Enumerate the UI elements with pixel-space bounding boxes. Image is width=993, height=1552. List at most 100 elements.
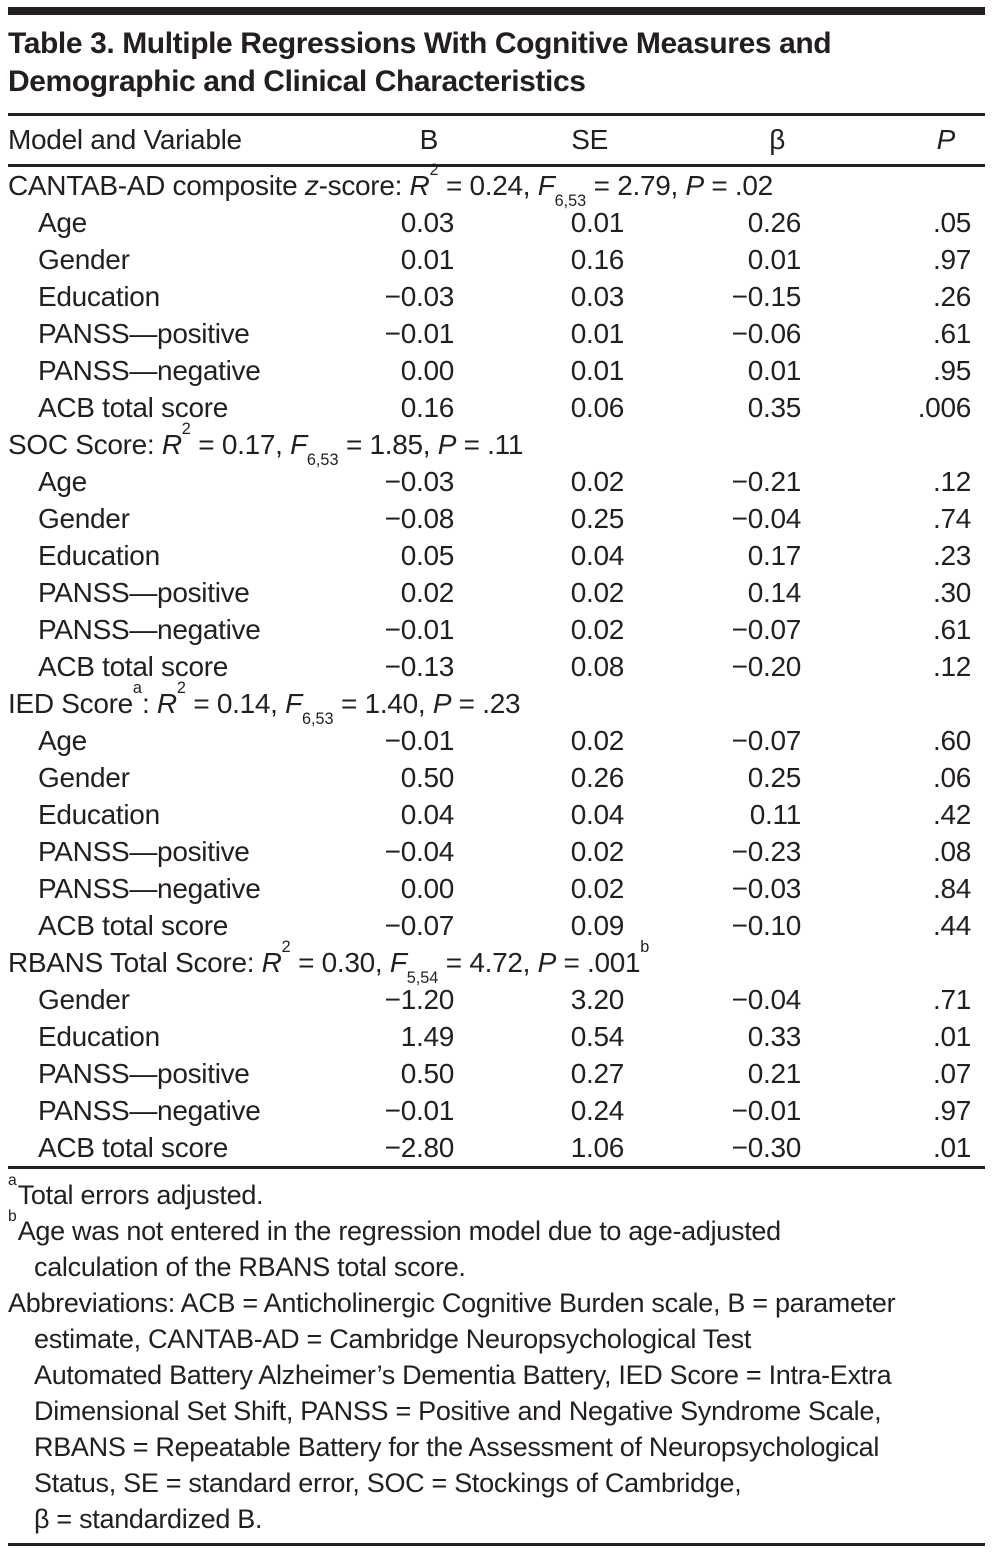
variable-label: Gender	[38, 983, 130, 1015]
footnotes-block: aTotal errors adjusted. bAge was not ente…	[8, 1172, 985, 1537]
cell-b: −0.03	[384, 280, 455, 312]
cell-se: 0.02	[570, 576, 625, 608]
cell-p: .60	[932, 724, 971, 756]
footnote-line: Automated Battery Alzheimer’s Dementia B…	[34, 1360, 892, 1390]
cell-se: 0.24	[570, 1094, 625, 1126]
variable-row: Gender −0.08 0.25 −0.04 .74	[8, 500, 985, 537]
footnote-line: Status, SE = standard error, SOC = Stock…	[34, 1468, 742, 1498]
variable-row: Gender −1.20 3.20 −0.04 .71	[8, 981, 985, 1018]
cell-b: 0.50	[400, 1057, 455, 1089]
cell-se: 0.09	[570, 909, 625, 941]
cell-b: −0.07	[384, 909, 455, 941]
cell-b: 0.03	[400, 206, 455, 238]
footnote-line: Dimensional Set Shift, PANSS = Positive …	[34, 1396, 882, 1426]
variable-label: ACB total score	[38, 1131, 229, 1163]
cell-beta: −0.01	[731, 1094, 802, 1126]
variable-label: PANSS—negative	[38, 1094, 261, 1126]
cell-beta: 0.17	[747, 539, 802, 571]
cell-beta: 0.01	[747, 243, 802, 275]
variable-row: Age 0.03 0.01 0.26 .05	[8, 204, 985, 241]
cell-beta: −0.07	[731, 724, 802, 756]
variable-label: ACB total score	[38, 650, 229, 682]
cell-beta: −0.10	[731, 909, 802, 941]
cell-p: .08	[932, 835, 971, 867]
variable-row: Education 0.05 0.04 0.17 .23	[8, 537, 985, 574]
cell-p: .12	[932, 650, 971, 682]
model-section-header: RBANS Total Score: R2 = 0.30, F5,54 = 4.…	[8, 938, 650, 987]
table-3-figure: Table 3. Multiple Regressions With Cogni…	[0, 7, 993, 1546]
cell-beta: −0.04	[731, 983, 802, 1015]
cell-se: 0.16	[570, 243, 625, 275]
variable-row: PANSS—positive 0.50 0.27 0.21 .07	[8, 1055, 985, 1092]
variable-row: PANSS—positive 0.02 0.02 0.14 .30	[8, 574, 985, 611]
column-header-model-and-variable: Model and Variable	[8, 116, 308, 167]
cell-b: −0.04	[384, 835, 455, 867]
model-section-header: CANTAB-AD composite z-score: R2 = 0.24, …	[8, 161, 773, 210]
variable-label: PANSS—positive	[38, 835, 250, 867]
cell-beta: 0.25	[747, 761, 802, 793]
cell-se: 0.02	[570, 835, 625, 867]
cell-beta: −0.03	[731, 872, 802, 904]
cell-p: .30	[932, 576, 971, 608]
variable-label: Education	[38, 280, 160, 312]
cell-se: 0.25	[570, 502, 625, 534]
cell-b: −0.01	[384, 724, 455, 756]
cell-p: .42	[932, 798, 971, 830]
variable-row: Gender 0.01 0.16 0.01 .97	[8, 241, 985, 278]
cell-b: −0.03	[384, 465, 455, 497]
cell-p: .07	[932, 1057, 971, 1089]
cell-b: −0.08	[384, 502, 455, 534]
column-header-se: SE	[468, 116, 638, 167]
footnote-marker: b	[8, 1208, 17, 1226]
variable-row: Age −0.03 0.02 −0.21 .12	[8, 463, 985, 500]
variable-label: Education	[38, 1020, 160, 1052]
footnote-line: aTotal errors adjusted.	[8, 1172, 264, 1210]
cell-b: 0.16	[400, 391, 455, 423]
cell-beta: −0.15	[731, 280, 802, 312]
cell-se: 0.01	[570, 354, 625, 386]
table-title: Table 3. Multiple Regressions With Cogni…	[8, 27, 832, 98]
cell-b: 0.00	[400, 872, 455, 904]
cell-p: .61	[932, 613, 971, 645]
variable-row: PANSS—negative −0.01 0.24 −0.01 .97	[8, 1092, 985, 1129]
model-section-header: SOC Score: R2 = 0.17, F6,53 = 1.85, P = …	[8, 420, 524, 469]
cell-beta: −0.06	[731, 317, 802, 349]
cell-se: 0.04	[570, 539, 625, 571]
model-section-header-row: CANTAB-AD composite z-score: R2 = 0.24, …	[8, 161, 985, 210]
variable-label: Age	[38, 206, 87, 238]
cell-se: 0.01	[570, 206, 625, 238]
cell-se: 0.02	[570, 465, 625, 497]
cell-beta: −0.21	[731, 465, 802, 497]
cell-beta: 0.33	[747, 1020, 802, 1052]
cell-se: 0.02	[570, 872, 625, 904]
variable-row: PANSS—negative 0.00 0.01 0.01 .95	[8, 352, 985, 389]
variable-row: PANSS—negative −0.01 0.02 −0.07 .61	[8, 611, 985, 648]
cell-p: .44	[932, 909, 971, 941]
cell-se: 0.54	[570, 1020, 625, 1052]
cell-se: 1.06	[570, 1131, 625, 1163]
variable-label: ACB total score	[38, 909, 229, 941]
cell-b: 0.05	[400, 539, 455, 571]
cell-p: .95	[932, 354, 971, 386]
cell-b: 0.02	[400, 576, 455, 608]
variable-row: Education 1.49 0.54 0.33 .01	[8, 1018, 985, 1055]
footnote-line: calculation of the RBANS total score.	[34, 1252, 466, 1282]
cell-p: .71	[932, 983, 971, 1015]
cell-se: 3.20	[570, 983, 625, 1015]
cell-se: 0.01	[570, 317, 625, 349]
cell-beta: 0.26	[747, 206, 802, 238]
cell-b: −1.20	[384, 983, 455, 1015]
cell-p: .06	[932, 761, 971, 793]
model-section-header-row: IED Scorea: R2 = 0.14, F6,53 = 1.40, P =…	[8, 680, 985, 727]
cell-b: −2.80	[384, 1131, 455, 1163]
cell-b: 0.00	[400, 354, 455, 386]
footnote-line: estimate, CANTAB-AD = Cambridge Neuropsy…	[34, 1324, 752, 1354]
cell-p: .84	[932, 872, 971, 904]
cell-se: 0.08	[570, 650, 625, 682]
variable-row: ACB total score −0.07 0.09 −0.10 .44	[8, 907, 985, 944]
footnote-line: β = standardized B.	[34, 1504, 263, 1534]
model-section-header-row: RBANS Total Score: R2 = 0.30, F5,54 = 4.…	[8, 938, 985, 987]
footnote-line: Abbreviations: ACB = Anticholinergic Cog…	[8, 1288, 896, 1318]
cell-beta: −0.04	[731, 502, 802, 534]
cell-beta: −0.07	[731, 613, 802, 645]
